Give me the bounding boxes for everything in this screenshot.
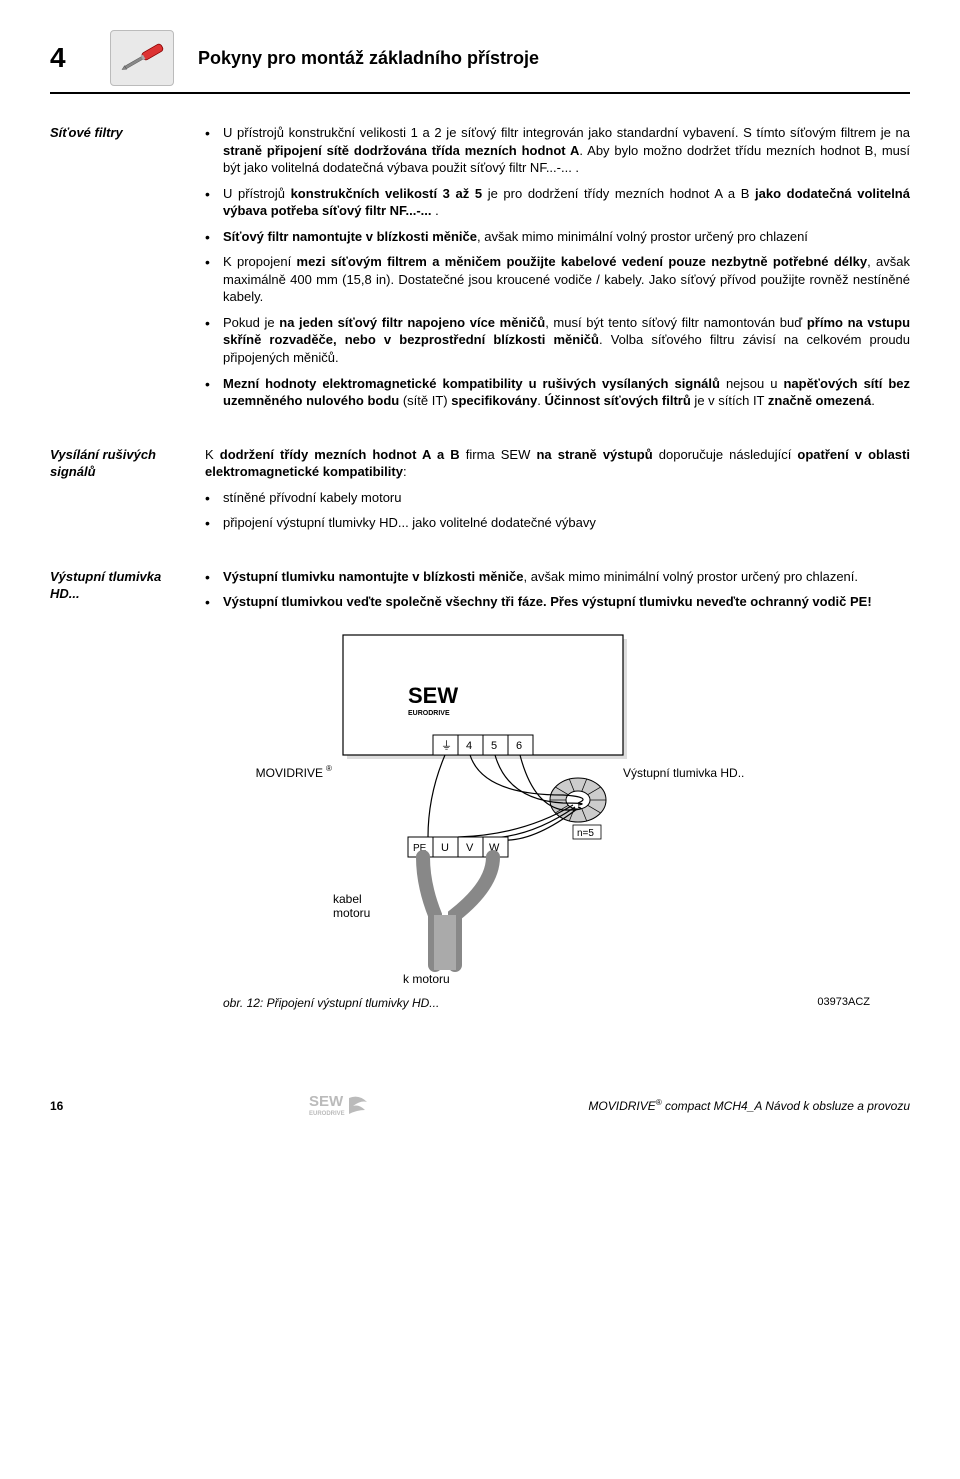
block-content: Výstupní tlumivku namontujte v blízkosti… bbox=[205, 568, 910, 1012]
bullet-list: stíněné přívodní kabely motoru připojení … bbox=[205, 489, 910, 532]
section-number: 4 bbox=[50, 39, 90, 77]
list-item: U přístrojů konstrukční velikosti 1 a 2 … bbox=[205, 124, 910, 177]
svg-text:EURODRIVE: EURODRIVE bbox=[408, 710, 450, 717]
list-item: K propojení mezi síťovým filtrem a měnič… bbox=[205, 253, 910, 306]
svg-text:SEW: SEW bbox=[309, 1093, 344, 1110]
svg-text:motoru: motoru bbox=[333, 906, 370, 920]
svg-text:SEW: SEW bbox=[408, 683, 458, 708]
svg-text:5: 5 bbox=[491, 740, 497, 752]
list-item: stíněné přívodní kabely motoru bbox=[205, 489, 910, 507]
list-item: Výstupní tlumivkou veďte společně všechn… bbox=[205, 593, 910, 611]
svg-text:n=5: n=5 bbox=[577, 828, 594, 839]
diagram-code: 03973ACZ bbox=[817, 995, 870, 1011]
content-block: Výstupní tlumivka HD...Výstupní tlumivku… bbox=[50, 568, 910, 1012]
page-title: Pokyny pro montáž základního přístroje bbox=[198, 46, 539, 70]
svg-text:MOVIDRIVE: MOVIDRIVE bbox=[256, 766, 323, 780]
footer-text: MOVIDRIVE® compact MCH4_A Návod k obsluz… bbox=[588, 1098, 910, 1114]
list-item: Pokud je na jeden síťový filtr napojeno … bbox=[205, 314, 910, 367]
page-number: 16 bbox=[50, 1098, 90, 1114]
svg-text:4: 4 bbox=[466, 740, 472, 752]
svg-text:®: ® bbox=[326, 764, 332, 773]
list-item: U přístrojů konstrukčních velikostí 3 až… bbox=[205, 185, 910, 220]
svg-text:U: U bbox=[441, 842, 449, 854]
content-block: Vysílání rušivých signálůK dodržení tříd… bbox=[50, 446, 910, 540]
block-content: U přístrojů konstrukční velikosti 1 a 2 … bbox=[205, 124, 910, 418]
svg-text:k motoru: k motoru bbox=[403, 972, 450, 985]
svg-text:6: 6 bbox=[516, 740, 522, 752]
bullet-list: U přístrojů konstrukční velikosti 1 a 2 … bbox=[205, 124, 910, 410]
list-item: připojení výstupní tlumivky HD... jako v… bbox=[205, 514, 910, 532]
bullet-list: Výstupní tlumivku namontujte v blízkosti… bbox=[205, 568, 910, 611]
list-item: Síťový filtr namontujte v blízkosti měni… bbox=[205, 228, 910, 246]
block-intro: K dodržení třídy mezních hodnot A a B fi… bbox=[205, 446, 910, 481]
svg-text:⏚: ⏚ bbox=[441, 739, 452, 752]
svg-text:V: V bbox=[466, 842, 474, 854]
choke-diagram: SEW EURODRIVE ⏚ 4 5 6 MOVIDRIVE ® Výstup… bbox=[223, 625, 763, 985]
diagram-container: SEW EURODRIVE ⏚ 4 5 6 MOVIDRIVE ® Výstup… bbox=[223, 625, 910, 1012]
svg-text:Výstupní tlumivka HD..: Výstupní tlumivka HD.. bbox=[623, 766, 744, 780]
page-header: 4 Pokyny pro montáž základního přístroje bbox=[50, 30, 910, 94]
svg-text:kabel: kabel bbox=[333, 892, 362, 906]
svg-text:EURODRIVE: EURODRIVE bbox=[309, 1111, 345, 1117]
screwdriver-icon bbox=[110, 30, 174, 86]
block-label: Vysílání rušivých signálů bbox=[50, 446, 205, 540]
diagram-caption: obr. 12: Připojení výstupní tlumivky HD.… bbox=[223, 995, 439, 1011]
block-content: K dodržení třídy mezních hodnot A a B fi… bbox=[205, 446, 910, 540]
block-label: Výstupní tlumivka HD... bbox=[50, 568, 205, 1012]
block-label: Síťové filtry bbox=[50, 124, 205, 418]
page-footer: 16 SEW EURODRIVE MOVIDRIVE® compact MCH4… bbox=[50, 1092, 910, 1120]
list-item: Mezní hodnoty elektromagnetické kompatib… bbox=[205, 375, 910, 410]
content-block: Síťové filtryU přístrojů konstrukční vel… bbox=[50, 124, 910, 418]
footer-logo: SEW EURODRIVE bbox=[309, 1092, 369, 1120]
list-item: Výstupní tlumivku namontujte v blízkosti… bbox=[205, 568, 910, 586]
